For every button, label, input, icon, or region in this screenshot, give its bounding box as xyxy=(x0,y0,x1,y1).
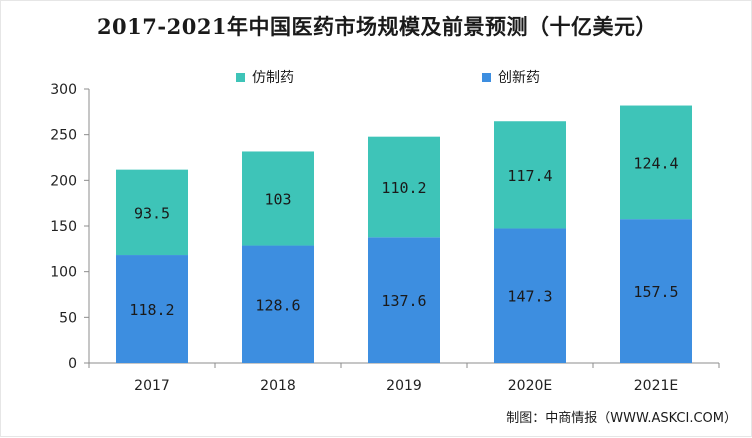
legend-swatch-generic xyxy=(236,72,245,82)
y-tick-label: 100 xyxy=(50,265,77,281)
bar-generic xyxy=(242,151,314,246)
data-label-generic: 117.4 xyxy=(507,167,552,185)
bar-generic xyxy=(494,121,566,229)
legend-label-innovative: 创新药 xyxy=(498,70,540,86)
source-note: 制图：中商情报（WWW.ASKCI.COM） xyxy=(506,411,737,426)
y-tick-label: 300 xyxy=(50,82,77,98)
y-tick-label: 150 xyxy=(50,219,77,235)
y-tick-label: 200 xyxy=(50,173,77,189)
bar-generic xyxy=(116,169,188,256)
data-label-innovative: 147.3 xyxy=(507,288,552,306)
bar-innovative xyxy=(368,237,440,363)
bar-innovative xyxy=(242,245,314,363)
x-tick-label: 2021E xyxy=(634,378,678,394)
bar-generic xyxy=(620,105,692,220)
bar-innovative xyxy=(116,255,188,363)
data-label-generic: 124.4 xyxy=(633,154,678,172)
legend-item-innovative: 创新药 xyxy=(482,67,540,87)
x-tick-label: 2020E xyxy=(508,378,552,394)
data-label-innovative: 157.5 xyxy=(633,283,678,301)
y-tick-label: 0 xyxy=(68,356,77,372)
x-tick-label: 2019 xyxy=(386,378,422,394)
data-label-innovative: 137.6 xyxy=(381,292,426,310)
chart-title: 2017-2021年中国医药市场规模及前景预测（十亿美元） xyxy=(96,14,658,39)
legend-item-generic: 仿制药 xyxy=(236,67,294,87)
data-label-innovative: 118.2 xyxy=(129,301,174,319)
legend: 仿制药 创新药 xyxy=(1,67,752,87)
bar-innovative xyxy=(494,228,566,363)
data-label-generic: 103 xyxy=(264,191,291,209)
x-tick-label: 2017 xyxy=(134,378,170,394)
legend-swatch-innovative xyxy=(482,72,491,82)
y-tick-label: 50 xyxy=(59,310,77,326)
legend-label-generic: 仿制药 xyxy=(252,70,294,86)
bar-generic xyxy=(368,136,440,238)
bar-innovative xyxy=(620,219,692,363)
x-tick-label: 2018 xyxy=(260,378,296,394)
data-label-innovative: 128.6 xyxy=(255,296,300,314)
data-label-generic: 110.2 xyxy=(381,179,426,197)
data-label-generic: 93.5 xyxy=(134,204,170,222)
y-tick-label: 250 xyxy=(50,128,77,144)
